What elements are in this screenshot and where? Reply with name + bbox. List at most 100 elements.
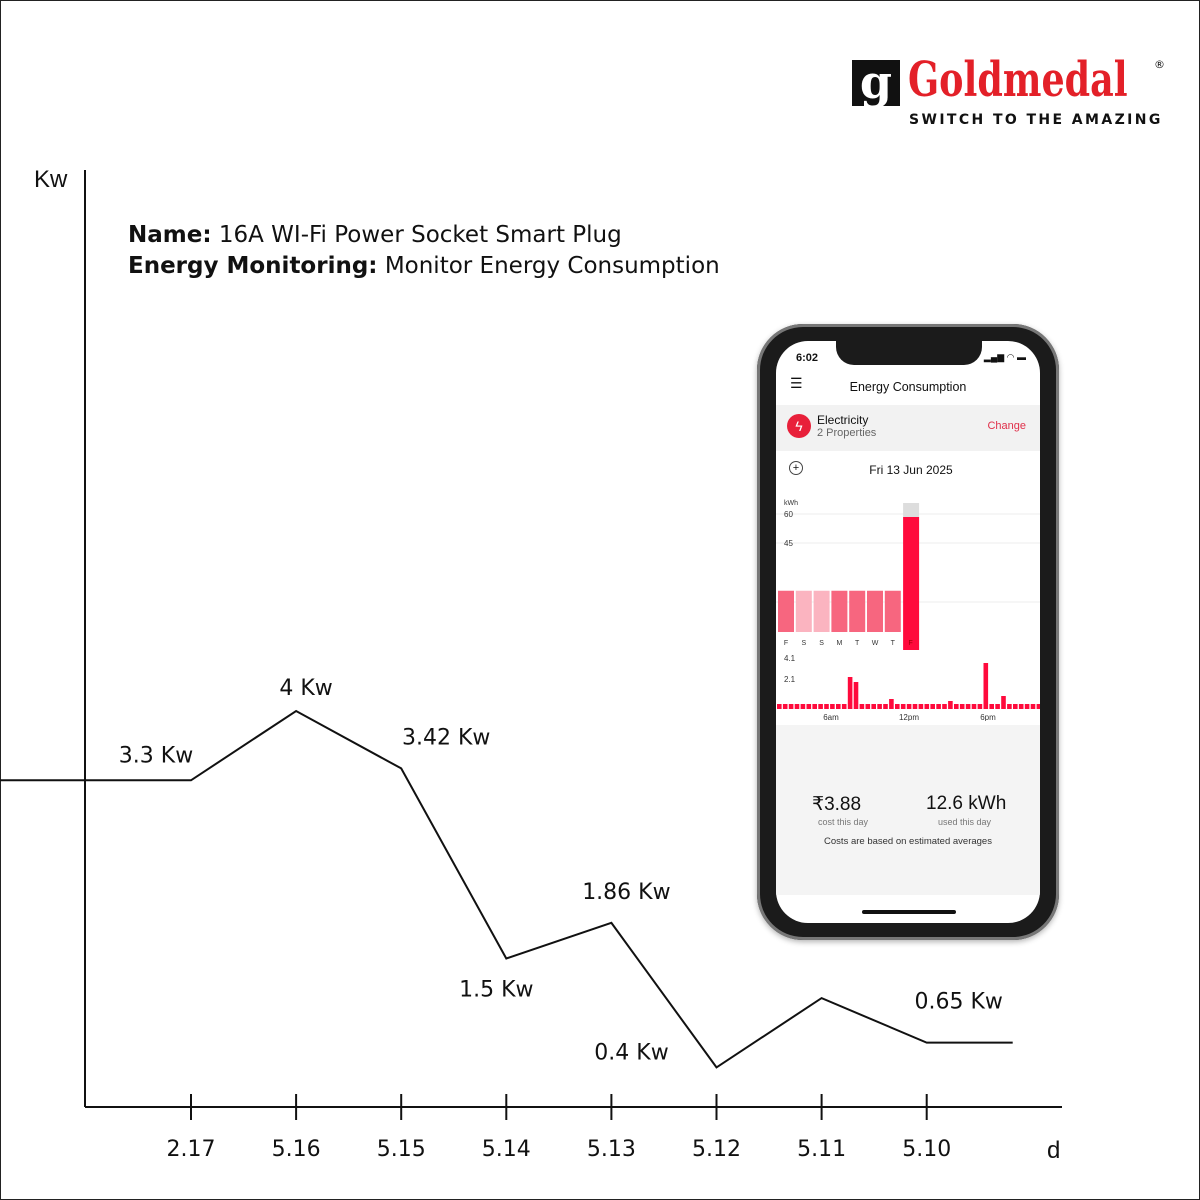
data-label: 1.86 Kw — [582, 880, 670, 905]
change-button[interactable]: Change — [987, 420, 1026, 432]
phone-notch — [836, 341, 982, 365]
hour-bar — [871, 704, 876, 709]
hour-bar — [806, 704, 812, 709]
x-axis-label: d — [1047, 1137, 1060, 1164]
hour-bar — [1018, 704, 1024, 709]
day-bar[interactable] — [849, 590, 866, 632]
data-label: 0.65 Kw — [914, 990, 1002, 1015]
energy-label: Energy Monitoring: — [128, 253, 378, 279]
plus-circle-icon[interactable]: + — [789, 461, 803, 475]
day-label: S — [801, 640, 806, 647]
home-indicator — [862, 910, 956, 914]
day-bar[interactable] — [813, 590, 830, 632]
hour-bar — [800, 704, 806, 709]
day-label: F — [784, 640, 788, 647]
hour-bar — [936, 704, 941, 709]
hour-bar — [830, 704, 835, 709]
hour-bar — [841, 704, 847, 709]
status-icons: ▂▄▆ ◠ ▬ — [983, 352, 1026, 362]
hour-bar — [930, 704, 935, 709]
data-line — [0, 709, 1013, 1069]
used-value: 12.6 kWh — [926, 793, 1007, 814]
hour-bar — [1024, 704, 1030, 709]
brand-tagline: SWITCH TO THE AMAZING — [909, 112, 1163, 128]
hour-bar — [965, 704, 971, 709]
app-title: Energy Consumption — [849, 380, 967, 394]
x-tick-label: 2.17 — [167, 1137, 216, 1162]
x-tick-label: 5.12 — [692, 1137, 741, 1162]
hour-bar — [918, 704, 924, 709]
hour-bar — [889, 699, 894, 709]
hamburger-icon[interactable]: ☰ — [790, 375, 803, 391]
cost-value: ₹3.88 — [812, 794, 862, 815]
hour-bar — [989, 704, 994, 709]
day-bar[interactable] — [867, 590, 883, 632]
cost-note: Costs are based on estimated averages — [824, 836, 992, 847]
name-value: 16A WI-Fi Power Socket Smart Plug — [218, 222, 622, 248]
hour-bar — [1030, 704, 1036, 709]
category-name: Electricity — [817, 413, 869, 427]
hourly-tick-label: 2.1 — [784, 675, 796, 684]
x-tick-label: 5.13 — [587, 1137, 636, 1162]
lightning-icon: ϟ — [787, 414, 811, 438]
cost-label: cost this day — [818, 817, 869, 827]
day-bar[interactable] — [831, 590, 848, 632]
brand-logo: g Goldmedal ® SWITCH TO THE AMAZING — [852, 52, 1172, 128]
hour-bar — [877, 704, 882, 709]
registered-icon: ® — [1154, 58, 1165, 71]
name-label: Name: — [128, 222, 212, 248]
hour-bar — [865, 704, 871, 709]
hour-bar — [1036, 704, 1040, 709]
day-bar[interactable] — [795, 590, 812, 632]
day-label: W — [872, 640, 879, 647]
hour-bar — [777, 704, 782, 709]
y-axis-label: Kw — [34, 166, 68, 193]
selected-date[interactable]: Fri 13 Jun 2025 — [869, 463, 953, 477]
day-bar[interactable] — [903, 517, 920, 650]
hour-bar — [912, 704, 918, 709]
hour-bar — [812, 704, 817, 709]
brand-name: Goldmedal — [908, 52, 1128, 108]
day-label: T — [855, 640, 860, 647]
hour-bar — [794, 704, 800, 709]
unit-label: kWh — [784, 500, 798, 507]
day-label: S — [819, 640, 824, 647]
hour-bar — [782, 704, 788, 709]
hour-bar — [847, 677, 853, 709]
hour-bar — [853, 682, 859, 709]
day-label: F — [908, 640, 912, 647]
hour-bar — [977, 704, 983, 709]
day-label: T — [891, 640, 896, 647]
y-tick-label: 60 — [784, 510, 793, 519]
bar-cap — [903, 503, 920, 517]
phone-screen: 6:02 ▂▄▆ ◠ ▬ ☰ Energy Consumption ϟ Elec… — [776, 341, 1040, 923]
x-tick-label: 5.11 — [797, 1137, 846, 1162]
usage-summary: ₹3.88 cost this day 12.6 kWh used this d… — [776, 725, 1040, 895]
hourly-x-label: 6pm — [980, 713, 996, 721]
hour-bar — [948, 701, 953, 709]
hour-bar — [895, 704, 900, 709]
used-label: used this day — [938, 817, 992, 827]
phone-mockup: 6:02 ▂▄▆ ◠ ▬ ☰ Energy Consumption ϟ Elec… — [757, 324, 1059, 940]
hourly-tick-label: 4.1 — [784, 654, 796, 663]
hour-bar — [971, 704, 977, 709]
day-bar[interactable] — [778, 590, 794, 632]
app-bar: ☰ Energy Consumption — [776, 369, 1040, 405]
hour-bar — [900, 704, 906, 709]
hour-bar — [859, 704, 865, 709]
hour-bar — [818, 704, 823, 709]
hour-bar — [906, 704, 912, 709]
properties-count: 2 Properties — [817, 427, 877, 439]
hourly-x-label: 6am — [823, 713, 839, 721]
day-bar[interactable] — [884, 590, 901, 632]
hour-bar — [942, 704, 947, 709]
hour-bar — [983, 663, 989, 709]
hour-bar — [924, 704, 930, 709]
hour-bar — [883, 704, 888, 709]
product-info: Name: 16A WI-Fi Power Socket Smart Plug … — [128, 220, 720, 282]
x-tick-label: 5.16 — [272, 1137, 321, 1162]
hour-bar — [995, 704, 1000, 709]
data-label: 3.3 Kw — [119, 743, 193, 768]
y-tick-label: 45 — [784, 539, 793, 548]
